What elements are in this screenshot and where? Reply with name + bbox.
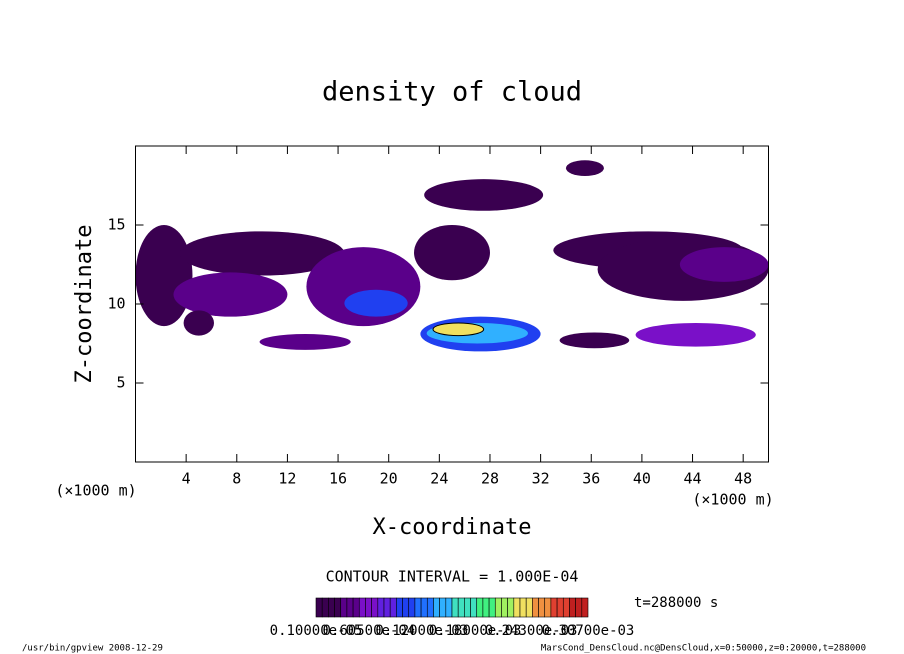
colorbar-cell: [575, 597, 583, 618]
colorbar-cell: [562, 597, 570, 618]
chart-title: density of cloud: [322, 77, 582, 108]
colorbar-tick-label: 0.60500e-04: [323, 623, 416, 639]
cloud-region: [432, 322, 485, 337]
colorbar: 0.10000e-050.60500e-040.12000e-030.18000…: [270, 597, 635, 639]
colorbar-cell: [525, 597, 533, 618]
cloud-region: [344, 289, 408, 317]
colorbar-cell: [346, 597, 354, 618]
colorbar-cell: [488, 597, 496, 618]
x-tick-label: 44: [684, 470, 702, 488]
colorbar-tick-label: 0.10000e-05: [270, 623, 363, 639]
x-tick-label: 40: [633, 470, 651, 488]
colorbar-cell: [315, 597, 323, 618]
y-axis-label: Z-coordinate: [72, 225, 97, 384]
colorbar-cell: [334, 597, 342, 618]
colorbar-cell: [476, 597, 484, 618]
colorbar-cell: [414, 597, 422, 618]
colorbar-cell: [389, 597, 397, 618]
colorbar-cell: [358, 597, 366, 618]
colorbar-cell: [457, 597, 465, 618]
colorbar-cell: [464, 597, 471, 618]
x-axis-label: X-coordinate: [373, 515, 532, 540]
time-label: t=288000 s: [634, 595, 718, 611]
x-tick-label: 28: [481, 470, 499, 488]
x-tick-label: 32: [532, 470, 550, 488]
cloud-region: [565, 160, 604, 177]
colorbar-cell: [402, 597, 410, 618]
colorbar-cell: [340, 597, 348, 618]
x-tick-label: 4: [182, 470, 191, 488]
colorbar-cell: [433, 597, 440, 618]
x-tick-label: 36: [582, 470, 600, 488]
cloud-region: [173, 272, 288, 317]
cloud-region: [635, 322, 756, 347]
colorbar-cell: [383, 597, 391, 618]
colorbar-cell: [513, 597, 521, 618]
colorbar-tick-label: 0.18000e-03: [429, 623, 522, 639]
cloud-region: [179, 231, 345, 276]
colorbar-cell: [328, 597, 335, 618]
y-tick-label: 5: [116, 374, 125, 392]
cloud-region: [559, 332, 630, 349]
x-unit: (×1000 m): [692, 491, 773, 509]
footer-right: MarsCond_DensCloud.nc@DensCloud,x=0:5000…: [541, 644, 866, 654]
contour-interval: CONTOUR INTERVAL = 1.000E-04: [326, 568, 579, 586]
colorbar-tick-label: 0.12000e-03: [375, 623, 468, 639]
colorbar-cell: [470, 597, 478, 618]
cloud-region: [259, 334, 351, 350]
x-tick-label: 12: [278, 470, 296, 488]
colorbar-cell: [532, 597, 539, 618]
colorbar-cell: [365, 597, 372, 618]
colorbar-cell: [569, 597, 576, 618]
colorbar-cell: [501, 597, 508, 618]
y-unit: (×1000 m): [55, 482, 136, 500]
colorbar-cell: [408, 597, 416, 618]
colorbar-cell: [371, 597, 379, 618]
colorbar-tick-label: 0.24300e-03: [485, 623, 578, 639]
colorbar-cell: [507, 597, 515, 618]
x-tick-label: 16: [329, 470, 347, 488]
colorbar-cell: [544, 597, 552, 618]
colorbar-cell: [451, 597, 459, 618]
x-tick-label: 20: [380, 470, 398, 488]
colorbar-cell: [556, 597, 564, 618]
colorbar-cell: [396, 597, 403, 618]
colorbar-cell: [352, 597, 360, 618]
colorbar-cell: [538, 597, 546, 618]
colorbar-cell: [445, 597, 453, 618]
colorbar-cell: [482, 597, 490, 618]
cloud-region: [424, 179, 544, 211]
y-tick-label: 10: [107, 295, 125, 313]
x-tick-label: 48: [734, 470, 752, 488]
colorbar-cell: [439, 597, 447, 618]
colorbar-cell: [377, 597, 385, 618]
colorbar-cell: [494, 597, 502, 618]
colorbar-cell: [550, 597, 558, 618]
footer-left: /usr/bin/gpview 2008-12-29: [22, 644, 163, 654]
colorbar-cell: [426, 597, 434, 618]
y-tick-label: 15: [107, 216, 125, 234]
colorbar-tick-label: 0.30700e-03: [542, 623, 635, 639]
x-tick-label: 8: [232, 470, 241, 488]
x-tick-label: 24: [430, 470, 448, 488]
colorbar-cell: [420, 597, 428, 618]
colorbar-cell: [519, 597, 527, 618]
cloud-region: [679, 247, 769, 282]
cloud-region: [135, 225, 193, 327]
colorbar-cell: [321, 597, 329, 618]
cloud-region: [414, 225, 490, 281]
cloud-region: [183, 310, 214, 336]
colorbar-cell: [581, 597, 589, 618]
